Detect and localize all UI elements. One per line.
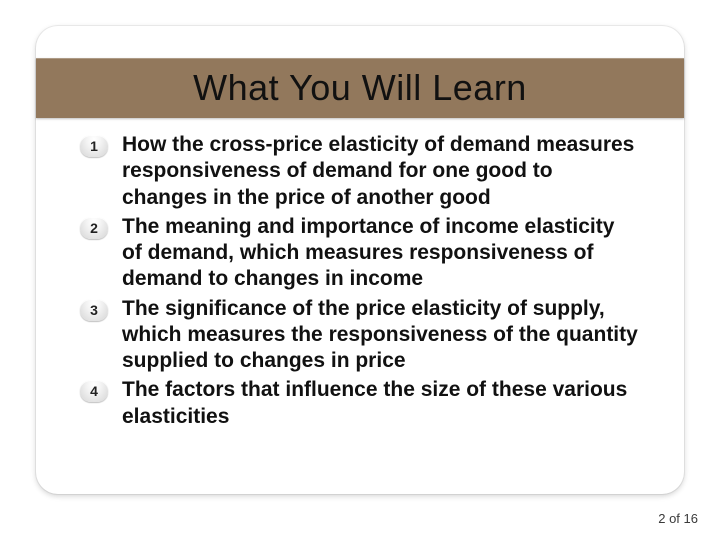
item-number-badge: 3 — [80, 299, 108, 321]
list-item: 1 How the cross-price elasticity of dema… — [80, 132, 640, 211]
item-number-badge: 2 — [80, 217, 108, 239]
title-band: What You Will Learn — [36, 58, 684, 118]
slide-title: What You Will Learn — [193, 67, 527, 109]
content-list: 1 How the cross-price elasticity of dema… — [80, 132, 640, 433]
item-number-badge: 1 — [80, 135, 108, 157]
list-item: 4 The factors that influence the size of… — [80, 377, 640, 430]
slide-card: What You Will Learn 1 How the cross-pric… — [36, 26, 684, 494]
item-text: The significance of the price elasticity… — [122, 296, 640, 375]
page-sep: of — [665, 511, 683, 526]
page-total: 16 — [684, 511, 698, 526]
item-text: How the cross-price elasticity of demand… — [122, 132, 640, 211]
item-number-badge: 4 — [80, 380, 108, 402]
page-footer: 2 of 16 — [658, 511, 698, 526]
item-text: The factors that influence the size of t… — [122, 377, 640, 430]
item-text: The meaning and importance of income ela… — [122, 214, 640, 293]
list-item: 2 The meaning and importance of income e… — [80, 214, 640, 293]
list-item: 3 The significance of the price elastici… — [80, 296, 640, 375]
